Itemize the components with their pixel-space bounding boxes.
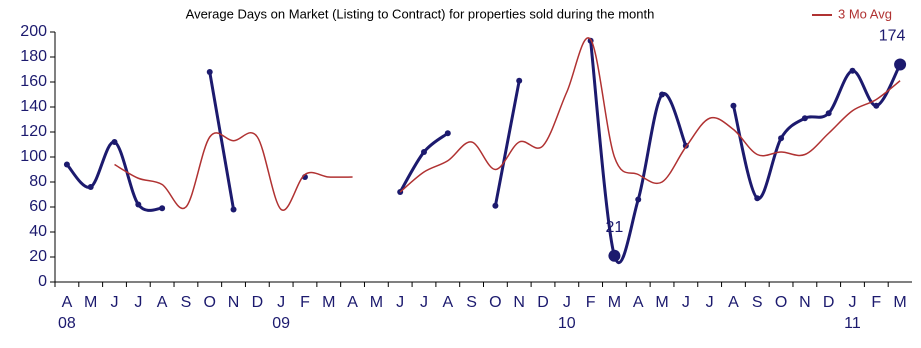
avg-line (114, 37, 901, 211)
y-tick-label: 100 (20, 148, 47, 165)
x-tick-label: D (823, 294, 835, 311)
y-tick-label: 120 (20, 123, 47, 140)
x-year-label: 08 (58, 315, 76, 332)
x-tick-label: M (322, 294, 335, 311)
x-tick-label: A (728, 294, 739, 311)
point (730, 102, 737, 109)
x-tick-label: M (893, 294, 906, 311)
x-tick-label: F (300, 294, 310, 311)
point (608, 249, 621, 262)
x-tick-label: O (489, 294, 501, 311)
point (206, 69, 213, 75)
x-tick-label: J (706, 294, 714, 311)
point (635, 196, 642, 203)
x-tick-label: M (84, 294, 97, 311)
x-tick-label: D (252, 294, 264, 311)
point (659, 91, 666, 98)
point (801, 115, 808, 122)
x-tick-label: M (608, 294, 621, 311)
x-year-label: 10 (558, 315, 576, 332)
y-tick-label: 160 (20, 73, 47, 90)
point (873, 102, 880, 109)
x-tick-label: O (775, 294, 787, 311)
point (778, 135, 785, 142)
point (111, 139, 118, 145)
y-tick-label: 60 (29, 198, 47, 215)
x-year-label: 11 (844, 315, 861, 332)
point (87, 184, 94, 190)
point (894, 58, 907, 71)
chart-title: Average Days on Market (Listing to Contr… (186, 6, 655, 21)
x-tick-label: O (204, 294, 216, 311)
legend-label: 3 Mo Avg (838, 6, 892, 21)
point (825, 110, 832, 117)
x-tick-label: J (563, 294, 571, 311)
x-tick-label: N (799, 294, 811, 311)
point (516, 77, 523, 84)
x-tick-label: J (277, 294, 285, 311)
y-tick-label: 80 (29, 173, 47, 190)
x-tick-label: N (228, 294, 240, 311)
x-tick-label: A (442, 294, 453, 311)
point (230, 206, 237, 213)
data-label: 174 (879, 28, 906, 45)
data-label: 21 (606, 219, 624, 236)
x-tick-label: A (347, 294, 358, 311)
point (444, 130, 451, 137)
y-tick-label: 200 (20, 23, 47, 40)
x-tick-label: D (537, 294, 549, 311)
x-tick-label: F (871, 294, 881, 311)
point (754, 195, 761, 202)
main-line (65, 40, 902, 265)
x-tick-label: F (586, 294, 596, 311)
x-tick-label: A (157, 294, 168, 311)
x-tick-label: J (848, 294, 856, 311)
x-tick-label: S (181, 294, 192, 311)
point (492, 202, 499, 209)
y-tick-label: 140 (20, 98, 47, 115)
x-tick-label: J (420, 294, 428, 311)
x-tick-label: J (682, 294, 690, 311)
x-tick-label: S (752, 294, 763, 311)
x-tick-label: J (396, 294, 404, 311)
x-tick-label: M (370, 294, 383, 311)
y-tick-label: 40 (29, 223, 47, 240)
y-tick-label: 20 (29, 248, 47, 265)
x-tick-label: N (513, 294, 525, 311)
x-year-label: 09 (272, 315, 290, 332)
x-tick-label: M (655, 294, 668, 311)
x-tick-label: S (466, 294, 477, 311)
point (420, 149, 427, 155)
point (135, 201, 142, 208)
point (63, 161, 70, 168)
x-tick-label: J (111, 294, 119, 311)
y-tick-label: 0 (38, 273, 47, 290)
point (159, 205, 166, 212)
point (849, 67, 856, 74)
x-tick-label: A (62, 294, 73, 311)
y-tick-label: 180 (20, 48, 47, 65)
x-tick-label: J (134, 294, 142, 311)
x-tick-label: A (633, 294, 644, 311)
